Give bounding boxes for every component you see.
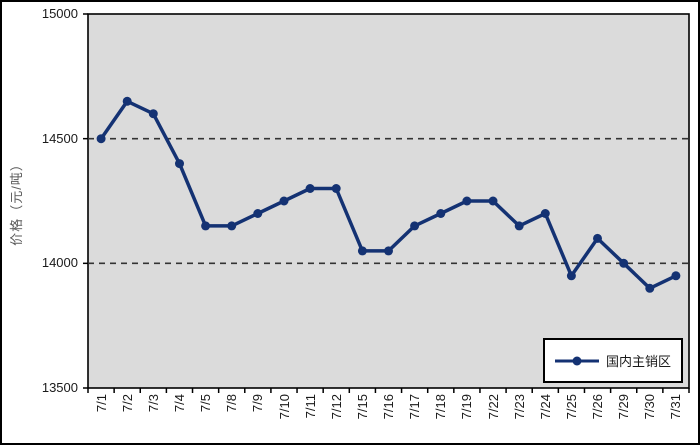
data-point	[566, 271, 576, 281]
x-tick-label: 7/5	[198, 394, 214, 413]
x-tick-label: 7/23	[511, 394, 527, 420]
y-tick-label: 14500	[41, 130, 78, 146]
x-tick-label: 7/17	[407, 394, 423, 420]
data-point	[540, 209, 550, 218]
data-point	[253, 209, 263, 218]
x-tick-label: 7/31	[668, 394, 684, 420]
plot-area	[87, 13, 690, 389]
x-tick-label: 7/12	[328, 394, 344, 420]
data-point	[331, 184, 341, 193]
data-point	[488, 196, 498, 206]
x-tick-label: 7/11	[302, 394, 318, 419]
x-tick-label: 7/8	[224, 394, 240, 413]
data-point	[462, 196, 472, 206]
x-tick-label: 7/16	[381, 394, 396, 420]
data-point	[619, 258, 629, 268]
data-point	[175, 159, 184, 169]
y-tick-label: 14000	[41, 255, 78, 271]
y-tick-label: 13500	[41, 380, 78, 395]
x-tick-label: 7/29	[616, 394, 632, 420]
data-point	[645, 283, 655, 293]
x-tick-label: 7/19	[459, 394, 475, 420]
y-tick-label: 15000	[41, 6, 78, 21]
data-point	[514, 221, 524, 231]
data-point	[593, 233, 602, 243]
x-tick-label: 7/22	[485, 394, 501, 420]
data-point	[96, 134, 106, 144]
data-point	[410, 221, 420, 231]
legend-point	[572, 356, 582, 365]
x-tick-label: 7/30	[642, 394, 658, 420]
x-tick-label: 7/2	[119, 394, 135, 413]
x-tick-label: 7/24	[537, 394, 553, 420]
x-tick-label: 7/25	[563, 394, 579, 420]
x-tick-label: 7/3	[145, 394, 161, 413]
data-point	[357, 246, 367, 256]
data-point	[671, 271, 681, 281]
legend-label: 国内主销区	[605, 354, 671, 369]
data-point	[227, 221, 237, 231]
x-tick-label: 7/10	[276, 394, 292, 420]
x-tick-label: 7/26	[590, 394, 605, 420]
x-tick-label: 7/15	[354, 394, 370, 420]
x-tick-label: 7/1	[93, 394, 109, 413]
legend: 国内主销区	[543, 338, 683, 383]
data-point	[148, 109, 158, 119]
legend-marker-icon	[554, 356, 599, 365]
data-point	[305, 184, 315, 193]
data-point	[122, 96, 132, 106]
data-point	[201, 221, 211, 231]
data-point	[436, 209, 446, 218]
x-tick-label: 7/9	[250, 394, 266, 413]
x-tick-label: 7/4	[172, 394, 187, 413]
data-point	[384, 246, 393, 256]
data-point	[279, 196, 289, 206]
x-tick-label: 7/18	[433, 394, 449, 420]
